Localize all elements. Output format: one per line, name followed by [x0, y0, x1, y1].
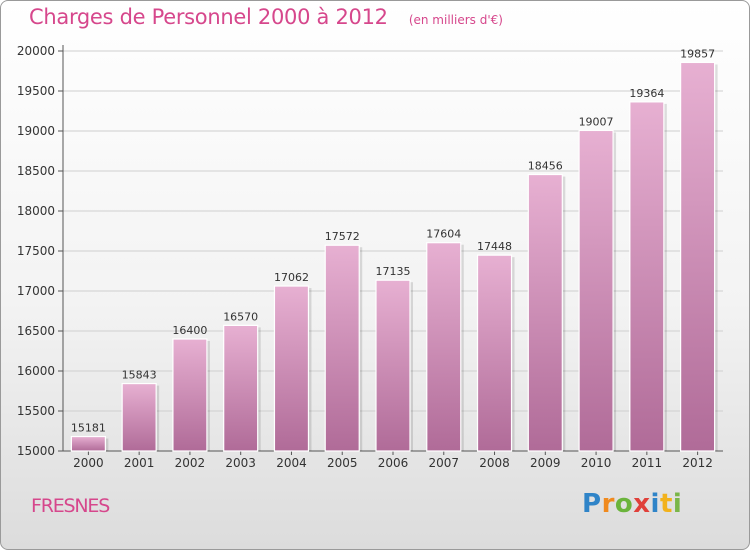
x-tick-label: 2006 — [378, 456, 409, 470]
y-tick-label: 20000 — [17, 44, 55, 58]
bar — [172, 338, 208, 452]
chart-title: Charges de Personnel 2000 à 2012 — [29, 5, 388, 29]
y-tick-label: 19000 — [17, 124, 55, 138]
bar — [223, 324, 259, 452]
bar — [121, 382, 157, 452]
bar-value-label: 19364 — [629, 87, 664, 100]
x-tick-label: 2007 — [428, 456, 459, 470]
bar-value-label: 17135 — [376, 265, 411, 278]
bar-value-label: 17448 — [477, 240, 512, 253]
chart-unit-note: (en milliers d'€) — [408, 13, 503, 27]
city-name: FRESNES — [31, 495, 110, 517]
bars — [70, 61, 718, 452]
brand-letter: i — [672, 489, 683, 519]
brand-letter: i — [650, 489, 660, 519]
y-tick-label: 16500 — [17, 324, 55, 338]
y-tick-label: 15500 — [17, 404, 55, 418]
brand-letter: r — [601, 489, 615, 519]
x-tick-label: 2010 — [581, 456, 612, 470]
x-tick-label: 2012 — [682, 456, 713, 470]
y-tick-label: 17000 — [17, 284, 55, 298]
y-tick-label: 16000 — [17, 364, 55, 378]
bar-value-label: 16400 — [172, 324, 207, 337]
brand-letter: P — [582, 489, 602, 519]
bar — [273, 285, 310, 452]
data-labels: 15181 15843 16400 16570 17062 17572 17135 17604… — [71, 47, 715, 434]
bar — [578, 129, 614, 452]
x-tick-label: 2000 — [73, 456, 104, 470]
x-tick-labels: 2000 2001 2002 2003 2004 2005 2006 2007 2008 2009… — [73, 456, 713, 470]
bar-value-label: 15843 — [122, 369, 157, 382]
bar-value-label: 17604 — [426, 228, 461, 241]
y-tick-label: 15000 — [17, 444, 55, 458]
y-tick-label: 19500 — [17, 84, 55, 98]
x-tick-label: 2011 — [632, 456, 663, 470]
bar — [527, 173, 563, 452]
y-tick-label: 17500 — [17, 244, 55, 258]
brand-letter: o — [614, 489, 634, 519]
bar — [70, 435, 106, 452]
bar-value-label: 19007 — [579, 115, 614, 128]
title-row: Charges de Personnel 2000 à 2012 (en mil… — [29, 5, 503, 29]
x-tick-label: 2008 — [479, 456, 510, 470]
bar-value-label: 17062 — [274, 271, 309, 284]
x-tick-label: 2004 — [276, 456, 307, 470]
bar-value-label: 18456 — [528, 160, 563, 173]
brand-letter: t — [659, 489, 673, 519]
bar-value-label: 15181 — [71, 422, 106, 435]
x-tick-label: 2009 — [530, 456, 561, 470]
brand-letter: x — [633, 489, 651, 519]
brand-logo: Proxiti — [582, 489, 682, 519]
bar — [680, 61, 716, 452]
bar — [375, 279, 411, 452]
y-tick-label: 18000 — [17, 204, 55, 218]
y-tick-label: 18500 — [17, 164, 55, 178]
x-tick-label: 2003 — [225, 456, 256, 470]
bar — [476, 254, 513, 452]
bar-value-label: 19857 — [680, 47, 715, 60]
bar-value-label: 17572 — [325, 230, 360, 243]
x-tick-label: 2002 — [175, 456, 206, 470]
bar-value-label: 16570 — [223, 310, 258, 323]
bar — [324, 244, 360, 452]
x-tick-label: 2001 — [124, 456, 155, 470]
bar — [629, 101, 665, 452]
x-tick-label: 2005 — [327, 456, 358, 470]
y-tick-labels: 15000 15500 16000 16500 17000 17500 18000 18500… — [17, 44, 55, 458]
bar — [426, 242, 462, 452]
